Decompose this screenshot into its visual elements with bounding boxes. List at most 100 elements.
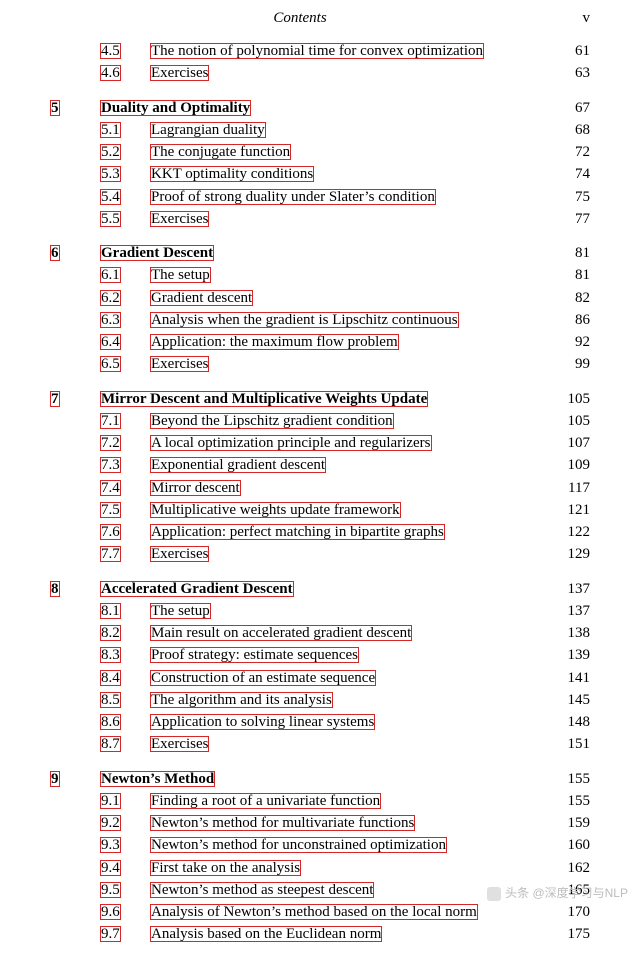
header-page-numeral: v xyxy=(550,10,590,27)
toc-link-title[interactable]: Application to solving linear systems xyxy=(150,714,375,730)
toc-link-title[interactable]: First take on the analysis xyxy=(150,860,301,876)
page-number: 162 xyxy=(550,858,590,878)
toc-link-title[interactable]: KKT optimality conditions xyxy=(150,166,314,182)
chapter-gap xyxy=(50,757,590,767)
toc-link-number[interactable]: 8.1 xyxy=(100,603,121,619)
toc-link-number[interactable]: 7.6 xyxy=(100,524,121,540)
toc-link-title[interactable]: Exercises xyxy=(150,356,209,372)
toc-subsection-row: 4.6Exercises63 xyxy=(50,63,590,83)
page-number: 155 xyxy=(550,769,590,789)
page-number: 129 xyxy=(550,544,590,564)
toc-link-chapter-title[interactable]: Accelerated Gradient Descent xyxy=(100,581,294,597)
toc-link-number[interactable]: 9.1 xyxy=(100,793,121,809)
toc-link-title[interactable]: Proof strategy: estimate sequences xyxy=(150,647,359,663)
toc-link-title[interactable]: Exercises xyxy=(150,65,209,81)
toc-link-title[interactable]: A local optimization principle and regul… xyxy=(150,435,432,451)
toc-link-title[interactable]: The conjugate function xyxy=(150,144,291,160)
toc-link-title[interactable]: Newton’s method for multivariate functio… xyxy=(150,815,415,831)
toc-link-number[interactable]: 6.3 xyxy=(100,312,121,328)
toc-link-title[interactable]: The algorithm and its analysis xyxy=(150,692,333,708)
toc-link-title[interactable]: Proof of strong duality under Slater’s c… xyxy=(150,189,436,205)
toc-link-number[interactable]: 5.2 xyxy=(100,144,121,160)
toc-link-number[interactable]: 7.1 xyxy=(100,413,121,429)
toc-link-chapter-number[interactable]: 6 xyxy=(50,245,60,261)
toc-link-chapter-title[interactable]: Newton’s Method xyxy=(100,771,215,787)
toc-link-number[interactable]: 8.5 xyxy=(100,692,121,708)
toc-link-title[interactable]: Newton’s method for unconstrained optimi… xyxy=(150,837,447,853)
toc-link-title[interactable]: Exponential gradient descent xyxy=(150,457,326,473)
page-number: 74 xyxy=(550,164,590,184)
toc-link-number[interactable]: 4.5 xyxy=(100,43,121,59)
toc-link-number[interactable]: 5.1 xyxy=(100,122,121,138)
toc-link-number[interactable]: 8.7 xyxy=(100,736,121,752)
chapter-number-cell: 6 xyxy=(50,243,100,263)
toc-link-number[interactable]: 5.4 xyxy=(100,189,121,205)
toc-link-chapter-title[interactable]: Mirror Descent and Multiplicative Weight… xyxy=(100,391,428,407)
toc-link-number[interactable]: 5.5 xyxy=(100,211,121,227)
toc-link-title[interactable]: Newton’s method as steepest descent xyxy=(150,882,374,898)
toc-link-title[interactable]: Application: perfect matching in biparti… xyxy=(150,524,445,540)
toc-link-number[interactable]: 6.2 xyxy=(100,290,121,306)
toc-link-number[interactable]: 8.2 xyxy=(100,625,121,641)
toc-link-title[interactable]: The setup xyxy=(150,267,211,283)
subsection-number-cell: 8.4 xyxy=(100,668,150,688)
subsection-number-cell: 6.4 xyxy=(100,332,150,352)
toc-link-number[interactable]: 7.2 xyxy=(100,435,121,451)
toc-link-title[interactable]: Analysis when the gradient is Lipschitz … xyxy=(150,312,459,328)
toc-link-number[interactable]: 9.2 xyxy=(100,815,121,831)
toc-link-chapter-title[interactable]: Gradient Descent xyxy=(100,245,214,261)
toc-link-number[interactable]: 6.5 xyxy=(100,356,121,372)
toc-link-chapter-number[interactable]: 9 xyxy=(50,771,60,787)
subsection-title-cell: The conjugate function xyxy=(150,142,550,162)
chapter-gap xyxy=(50,377,590,387)
toc-link-chapter-title[interactable]: Duality and Optimality xyxy=(100,100,251,116)
toc-link-title[interactable]: Exercises xyxy=(150,736,209,752)
subsection-number-cell: 6.1 xyxy=(100,265,150,285)
toc-subsection-row: 6.2Gradient descent82 xyxy=(50,288,590,308)
toc-link-number[interactable]: 7.7 xyxy=(100,546,121,562)
toc-link-title[interactable]: Exercises xyxy=(150,211,209,227)
toc-link-number[interactable]: 5.3 xyxy=(100,166,121,182)
toc-link-number[interactable]: 9.3 xyxy=(100,837,121,853)
toc-link-title[interactable]: Mirror descent xyxy=(150,480,241,496)
toc-link-number[interactable]: 8.3 xyxy=(100,647,121,663)
toc-link-number[interactable]: 7.4 xyxy=(100,480,121,496)
toc-link-number[interactable]: 8.6 xyxy=(100,714,121,730)
toc-link-title[interactable]: Main result on accelerated gradient desc… xyxy=(150,625,412,641)
toc-link-title[interactable]: The notion of polynomial time for convex… xyxy=(150,43,484,59)
toc-link-number[interactable]: 6.1 xyxy=(100,267,121,283)
toc-link-number[interactable]: 6.4 xyxy=(100,334,121,350)
toc-link-title[interactable]: Exercises xyxy=(150,546,209,562)
toc-link-title[interactable]: Beyond the Lipschitz gradient condition xyxy=(150,413,394,429)
toc-link-chapter-number[interactable]: 8 xyxy=(50,581,60,597)
subsection-number-cell: 4.5 xyxy=(100,41,150,61)
toc-link-number[interactable]: 4.6 xyxy=(100,65,121,81)
toc-link-number[interactable]: 7.5 xyxy=(100,502,121,518)
toc-link-title[interactable]: Multiplicative weights update framework xyxy=(150,502,401,518)
toc-link-number[interactable]: 9.5 xyxy=(100,882,121,898)
watermark: 头条 @深度学习与NLP xyxy=(487,884,628,901)
toc-link-chapter-number[interactable]: 7 xyxy=(50,391,60,407)
toc-link-title[interactable]: Analysis of Newton’s method based on the… xyxy=(150,904,478,920)
subsection-number-cell: 9.6 xyxy=(100,902,150,922)
watermark-icon xyxy=(487,887,501,901)
toc-link-title[interactable]: Finding a root of a univariate function xyxy=(150,793,381,809)
toc-link-number[interactable]: 9.7 xyxy=(100,926,121,942)
toc-link-number[interactable]: 8.4 xyxy=(100,670,121,686)
toc-link-number[interactable]: 9.4 xyxy=(100,860,121,876)
subsection-title-cell: The setup xyxy=(150,601,550,621)
toc-link-title[interactable]: The setup xyxy=(150,603,211,619)
subsection-number-cell: 9.4 xyxy=(100,858,150,878)
toc-link-title[interactable]: Application: the maximum flow problem xyxy=(150,334,399,350)
subsection-number-cell: 7.4 xyxy=(100,478,150,498)
subsection-title-cell: Beyond the Lipschitz gradient condition xyxy=(150,411,550,431)
subsection-title-cell: A local optimization principle and regul… xyxy=(150,433,550,453)
toc-link-title[interactable]: Lagrangian duality xyxy=(150,122,266,138)
toc-link-title[interactable]: Gradient descent xyxy=(150,290,253,306)
toc-link-chapter-number[interactable]: 5 xyxy=(50,100,60,116)
toc-link-number[interactable]: 7.3 xyxy=(100,457,121,473)
toc-link-number[interactable]: 9.6 xyxy=(100,904,121,920)
toc-link-title[interactable]: Construction of an estimate sequence xyxy=(150,670,376,686)
page-number: 175 xyxy=(550,924,590,944)
toc-link-title[interactable]: Analysis based on the Euclidean norm xyxy=(150,926,382,942)
